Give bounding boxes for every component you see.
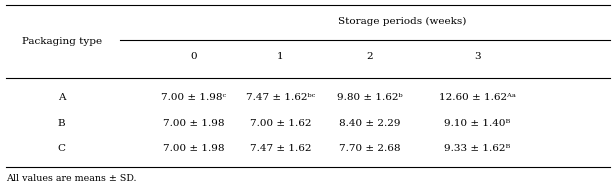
Text: 9.10 ± 1.40ᴮ: 9.10 ± 1.40ᴮ xyxy=(444,119,511,128)
Text: 8.40 ± 2.29: 8.40 ± 2.29 xyxy=(339,119,400,128)
Text: 0: 0 xyxy=(191,52,197,61)
Text: 7.47 ± 1.62: 7.47 ± 1.62 xyxy=(249,144,311,153)
Text: 1: 1 xyxy=(277,52,283,61)
Text: 2: 2 xyxy=(367,52,373,61)
Text: 9.80 ± 1.62ᵇ: 9.80 ± 1.62ᵇ xyxy=(337,93,402,102)
Text: 12.60 ± 1.62ᴬᵃ: 12.60 ± 1.62ᴬᵃ xyxy=(439,93,516,102)
Text: 7.47 ± 1.62ᵇᶜ: 7.47 ± 1.62ᵇᶜ xyxy=(246,93,315,102)
Text: C: C xyxy=(58,144,65,153)
Text: Storage periods (weeks): Storage periods (weeks) xyxy=(338,17,466,26)
Text: Packaging type: Packaging type xyxy=(22,37,102,46)
Text: 7.00 ± 1.62: 7.00 ± 1.62 xyxy=(249,119,311,128)
Text: 9.33 ± 1.62ᴮ: 9.33 ± 1.62ᴮ xyxy=(444,144,511,153)
Text: 7.00 ± 1.98: 7.00 ± 1.98 xyxy=(163,119,225,128)
Text: 7.00 ± 1.98: 7.00 ± 1.98 xyxy=(163,144,225,153)
Text: 3: 3 xyxy=(474,52,480,61)
Text: B: B xyxy=(58,119,65,128)
Text: 7.70 ± 2.68: 7.70 ± 2.68 xyxy=(339,144,400,153)
Text: A: A xyxy=(58,93,65,102)
Text: All values are means ± SD.: All values are means ± SD. xyxy=(6,174,137,181)
Text: 7.00 ± 1.98ᶜ: 7.00 ± 1.98ᶜ xyxy=(161,93,227,102)
